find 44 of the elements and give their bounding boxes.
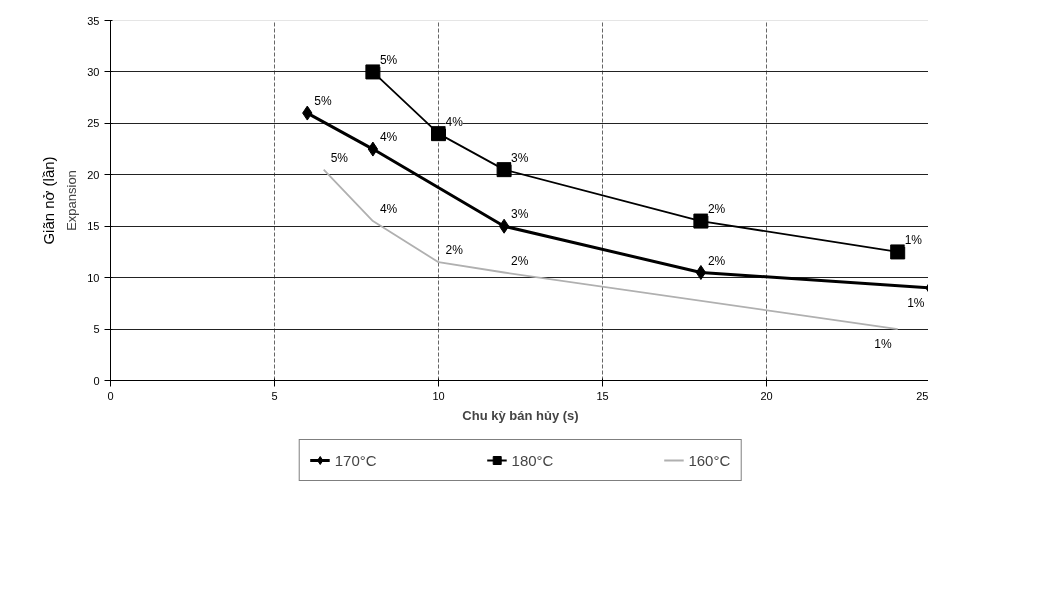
point xyxy=(365,64,381,80)
annotation: 1% xyxy=(874,337,893,352)
annotation: 5% xyxy=(379,52,398,67)
point xyxy=(890,244,906,260)
annotation: 2% xyxy=(707,202,726,217)
point xyxy=(498,218,510,234)
annotation: 4% xyxy=(379,202,398,217)
x-tick-label: 10 xyxy=(432,389,445,402)
point xyxy=(367,141,379,157)
y-tick-label: 35 xyxy=(87,14,100,27)
line-series xyxy=(322,168,899,330)
y-tick-label: 30 xyxy=(87,65,100,78)
annotation: 3% xyxy=(511,150,529,165)
x-tick-label: 0 xyxy=(107,389,114,402)
annotation: 5% xyxy=(330,150,349,165)
y-tick-label: 20 xyxy=(87,168,100,181)
annotation: 3% xyxy=(511,207,529,222)
point xyxy=(496,162,512,178)
y-tick-label: 5 xyxy=(93,323,100,336)
annotation: 4% xyxy=(379,130,398,145)
y-tick-label: 10 xyxy=(87,271,100,284)
annotation: 1% xyxy=(904,232,923,247)
y-tick-label: 15 xyxy=(87,220,100,233)
x-axis-title: Chu kỳ bán hủy (s) xyxy=(462,407,579,423)
legend-label: 170°C xyxy=(334,451,377,469)
x-tick-label: 5 xyxy=(271,389,278,402)
point xyxy=(693,213,709,229)
point xyxy=(695,265,707,280)
legend-label: 180°C xyxy=(511,451,554,469)
point xyxy=(431,126,446,142)
y-axis-title: Expansion xyxy=(64,170,80,231)
legend-label: 160°C xyxy=(688,451,731,469)
y-tick-label: 25 xyxy=(87,117,100,130)
text: Giãn nở (lần) xyxy=(39,156,57,245)
annotation: 2% xyxy=(445,243,464,258)
y-tick-label: 0 xyxy=(93,374,100,387)
annotation: 5% xyxy=(314,94,332,109)
x-tick-label: 15 xyxy=(596,389,609,402)
annotation: 1% xyxy=(907,295,925,310)
annotation: 2% xyxy=(707,253,726,268)
x-tick-label: 25 xyxy=(916,389,929,402)
x-tick-label: 20 xyxy=(760,389,773,402)
annotation: 2% xyxy=(511,253,529,268)
annotation: 4% xyxy=(445,114,464,129)
